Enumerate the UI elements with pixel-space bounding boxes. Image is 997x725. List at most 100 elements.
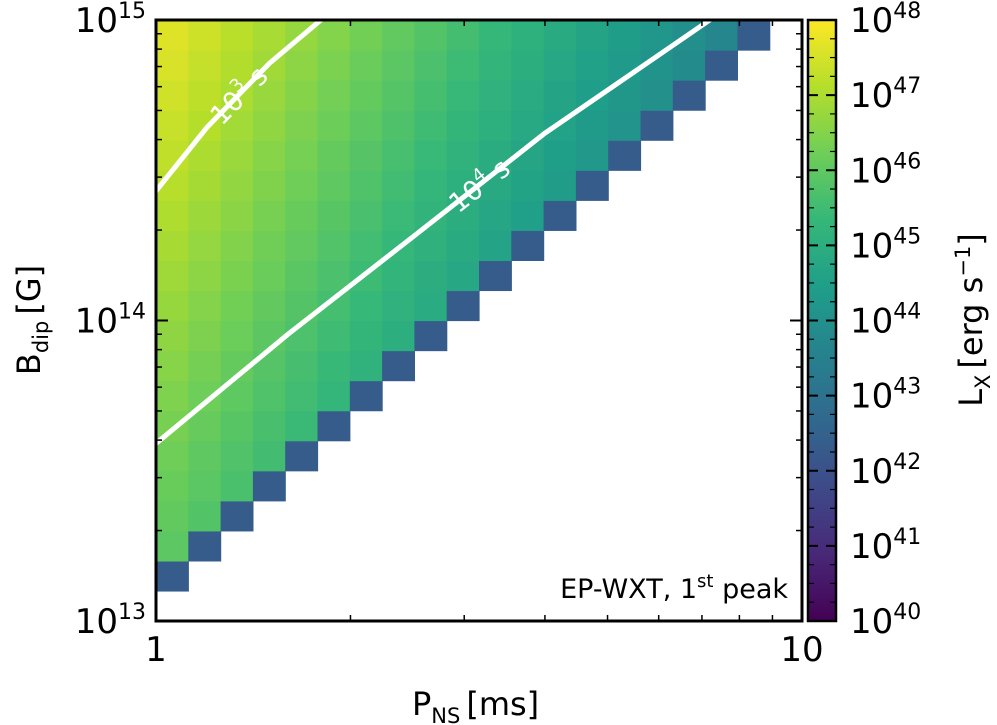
colorbar-label: LX[erg s−1] xyxy=(951,233,995,407)
heatmap-cell xyxy=(220,290,254,322)
heatmap-cell xyxy=(446,20,480,51)
y-tick-label: 1014 xyxy=(75,300,146,342)
heatmap-cell xyxy=(575,20,609,51)
heatmap-cell xyxy=(285,110,319,141)
heatmap-cell xyxy=(317,110,351,141)
heatmap-cell xyxy=(672,50,706,81)
heatmap-cell xyxy=(479,200,512,231)
heatmap-cell xyxy=(220,410,254,442)
heatmap-cell xyxy=(349,110,383,141)
heatmap-cell xyxy=(511,230,545,261)
heatmap-cell xyxy=(188,290,222,322)
heatmap-cell xyxy=(252,260,286,292)
colorbar-tick-label: 1040 xyxy=(850,600,921,642)
heatmap-cell xyxy=(349,20,383,51)
heatmap-cell xyxy=(156,560,189,592)
heatmap-cell xyxy=(252,380,286,412)
heatmap-cell xyxy=(382,20,415,51)
heatmap-cell xyxy=(382,260,415,292)
heatmap-cell xyxy=(188,470,222,502)
heatmap-cell xyxy=(220,440,254,472)
heatmap-cell xyxy=(705,50,738,81)
heatmap-cell xyxy=(479,170,512,201)
heatmap-cell xyxy=(317,20,351,51)
heatmap-cell xyxy=(317,350,351,382)
heatmap-cell xyxy=(737,20,771,51)
heatmap-cell xyxy=(317,380,351,412)
heatmap-cell xyxy=(188,260,222,292)
heatmap-cell xyxy=(188,80,222,111)
y-tick-label: 1013 xyxy=(75,600,146,642)
heatmap-cell xyxy=(349,230,383,261)
heatmap-cell xyxy=(479,80,512,111)
heatmap-cell xyxy=(220,320,254,352)
x-axis-label: PNS [ms] xyxy=(412,685,539,725)
heatmap-cell xyxy=(285,410,319,442)
contour-line xyxy=(156,20,713,446)
heatmap-cell xyxy=(188,20,222,51)
heatmap-cell xyxy=(156,530,189,562)
heatmap-cell xyxy=(188,230,222,261)
heatmap-cell xyxy=(252,140,286,171)
heatmap-cell xyxy=(414,140,448,171)
heatmap-cell xyxy=(349,200,383,231)
heatmap-cell xyxy=(414,170,448,201)
panel-annotation: EP-WXT, 1st peak xyxy=(560,571,788,605)
heatmap-cell xyxy=(252,20,286,51)
heatmap-cell xyxy=(705,20,738,51)
heatmap-cell xyxy=(220,50,254,81)
heatmap-cell xyxy=(414,80,448,111)
heatmap-cell xyxy=(285,50,319,81)
contour-lines xyxy=(156,20,713,446)
colorbar-ticks: 1040 1041 1042 1043 1044 1045 1046 1047 1048 xyxy=(808,0,921,642)
heatmap-cell xyxy=(156,50,189,81)
y-axis-label: Bdip[G] xyxy=(10,265,53,375)
heatmap-cell xyxy=(252,80,286,111)
heatmap-cell xyxy=(640,110,674,141)
colorbar-tick-label: 1047 xyxy=(850,74,921,116)
heatmap-cell xyxy=(317,140,351,171)
colorbar-tick-label: 1048 xyxy=(850,0,921,41)
heatmap-cell xyxy=(285,380,319,412)
heatmap-cell xyxy=(414,50,448,81)
heatmap-cell xyxy=(575,110,609,141)
x-tick-label: 10 xyxy=(780,630,823,670)
heatmap-cell xyxy=(252,440,286,472)
heatmap-cell xyxy=(479,230,512,261)
heatmap-cell xyxy=(382,200,415,231)
heatmap-cell xyxy=(285,350,319,382)
heatmap-cell xyxy=(640,20,674,51)
heatmap-cell xyxy=(188,170,222,201)
heatmap-cell xyxy=(252,170,286,201)
heatmap-cell xyxy=(382,140,415,171)
heatmap-cell xyxy=(672,80,706,111)
heatmap-cell xyxy=(252,320,286,352)
heatmap-cell xyxy=(575,170,609,201)
x-tick-label: 1 xyxy=(145,630,167,670)
heatmap-cell xyxy=(317,230,351,261)
heatmap-cell xyxy=(252,200,286,231)
heatmap-cell xyxy=(156,290,189,322)
heatmap-cell xyxy=(446,230,480,261)
heatmap-cell xyxy=(285,80,319,111)
heatmap-cell xyxy=(414,320,448,352)
y-tick-label: 1015 xyxy=(75,0,146,41)
heatmap-cell xyxy=(317,410,351,442)
heatmap-cell xyxy=(156,20,189,51)
heatmap-cell xyxy=(414,110,448,141)
heatmap-cell xyxy=(349,140,383,171)
heatmap-cell xyxy=(511,200,545,231)
heatmap-cell xyxy=(446,110,480,141)
heatmap-cell xyxy=(543,20,577,51)
heatmap-cell xyxy=(220,200,254,231)
heatmap-cell xyxy=(349,80,383,111)
heatmap-cell xyxy=(446,80,480,111)
heatmap-cell xyxy=(156,200,189,231)
heatmap-cell xyxy=(156,110,189,141)
heatmap-cell xyxy=(382,50,415,81)
heatmap-cell xyxy=(156,440,189,472)
heatmap-cell xyxy=(252,470,286,502)
heatmap-cell xyxy=(156,230,189,261)
